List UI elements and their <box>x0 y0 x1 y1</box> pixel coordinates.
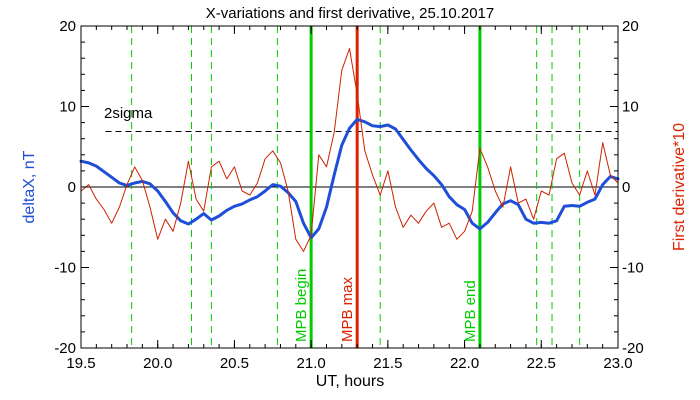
derivative-series-line <box>80 48 619 252</box>
x-tick-label: 21.0 <box>297 355 326 372</box>
x-tick-label: 22.0 <box>450 355 479 372</box>
y-tick-label-left: -20 <box>54 340 76 357</box>
x-tick-label: 23.0 <box>603 355 632 372</box>
y-tick-label-right: -20 <box>622 340 644 357</box>
x-tick-label: 19.5 <box>66 355 95 372</box>
x-tick-label: 20.5 <box>220 355 249 372</box>
y-axis-label-left: deltaX, nT <box>21 150 38 223</box>
y-tick-label-left: 0 <box>68 179 76 196</box>
chart-title: X-variations and first derivative, 25.10… <box>206 5 495 22</box>
y-tick-label-right: -10 <box>622 260 644 277</box>
marker-label: MPB max <box>339 276 356 342</box>
x-axis-label: UT, hours <box>316 373 384 390</box>
y-tick-label-left: -10 <box>54 260 76 277</box>
plot-frame <box>80 25 619 349</box>
y-tick-label-right: 10 <box>622 99 639 116</box>
ticks-layer: 19.5 20.0 20.5 21.0 21.5 22.0 22.5 23.0 20 20 10 10… <box>54 18 643 372</box>
y-tick-label-left: 10 <box>59 99 76 116</box>
y-tick-label-right: 20 <box>622 18 639 35</box>
marks-layer: MPB begin MPB max MPB end <box>79 26 620 348</box>
x-tick-label: 22.5 <box>527 355 556 372</box>
y-tick-label-left: 20 <box>59 18 76 35</box>
threshold-label: 2sigma <box>104 105 153 122</box>
deltax-series-line <box>79 117 620 240</box>
y-tick-label-right: 0 <box>622 179 630 196</box>
marker-label: MPB begin <box>293 269 310 342</box>
x-tick-label: 21.5 <box>373 355 402 372</box>
x-tick-label: 20.0 <box>143 355 172 372</box>
marker-label: MPB end <box>462 280 479 342</box>
y-axis-label-right: First derivative*10 <box>671 123 688 251</box>
